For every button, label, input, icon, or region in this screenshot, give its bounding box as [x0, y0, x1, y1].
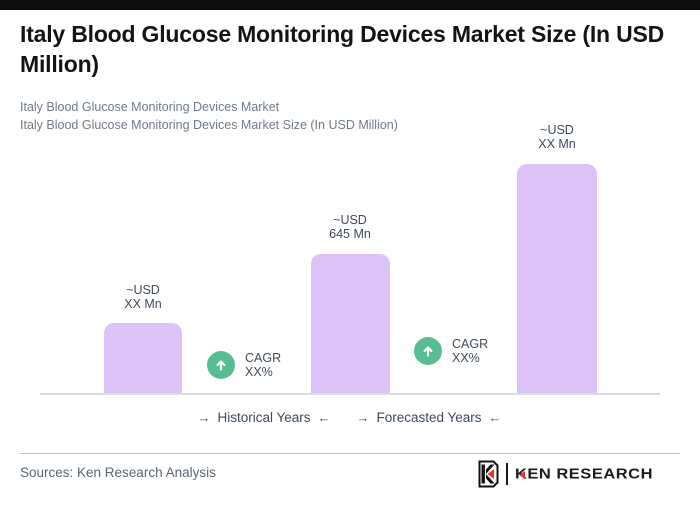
cagr-badge: CAGR XX% — [414, 337, 488, 365]
base-year-bar — [311, 254, 390, 393]
bar-value-label: ~USD XX Mn — [538, 123, 576, 151]
logo-k-icon — [478, 460, 499, 488]
logo-divider — [505, 463, 508, 485]
right-arrow-icon: → — [197, 410, 211, 425]
x-axis-line — [40, 393, 660, 395]
right-arrow-icon: → — [356, 410, 370, 425]
period-label-text: Forecasted Years — [376, 410, 482, 425]
top-black-bar — [0, 0, 700, 10]
page-title: Italy Blood Glucose Monitoring Devices M… — [20, 21, 665, 77]
up-arrow-icon — [414, 337, 442, 365]
bar-value-label: ~USD XX Mn — [124, 283, 162, 311]
cagr-label: CAGR XX% — [452, 337, 489, 365]
up-arrow-icon — [207, 351, 235, 379]
left-arrow-icon: ← — [488, 410, 502, 425]
period-label-historical: → Historical Years ← — [197, 410, 330, 426]
logo-text-wrap: KEN RESEARCH — [515, 465, 653, 484]
bar-value-label: ~USD 645 Mn — [329, 213, 371, 241]
historical-years-bar — [104, 323, 182, 393]
sources-text: Sources: Ken Research Analysis — [20, 465, 216, 480]
period-label-forecasted: → Forecasted Years ← — [356, 410, 501, 426]
ken-research-logo: KEN RESEARCH — [477, 459, 653, 489]
logo-text: KEN RESEARCH — [514, 465, 653, 482]
period-label-text: Historical Years — [217, 410, 311, 425]
cagr-badge: CAGR XX% — [207, 351, 281, 379]
subtitle-block: Italy Blood Glucose Monitoring Devices M… — [20, 98, 398, 134]
subtitle-line-1: Italy Blood Glucose Monitoring Devices M… — [20, 100, 280, 114]
logo-red-accent — [518, 470, 525, 479]
footer-divider — [20, 453, 680, 454]
cagr-label: CAGR XX% — [245, 351, 282, 379]
forecasted-years-bar — [517, 164, 597, 393]
subtitle-line-2: Italy Blood Glucose Monitoring Devices M… — [20, 118, 398, 132]
left-arrow-icon: ← — [317, 410, 331, 425]
